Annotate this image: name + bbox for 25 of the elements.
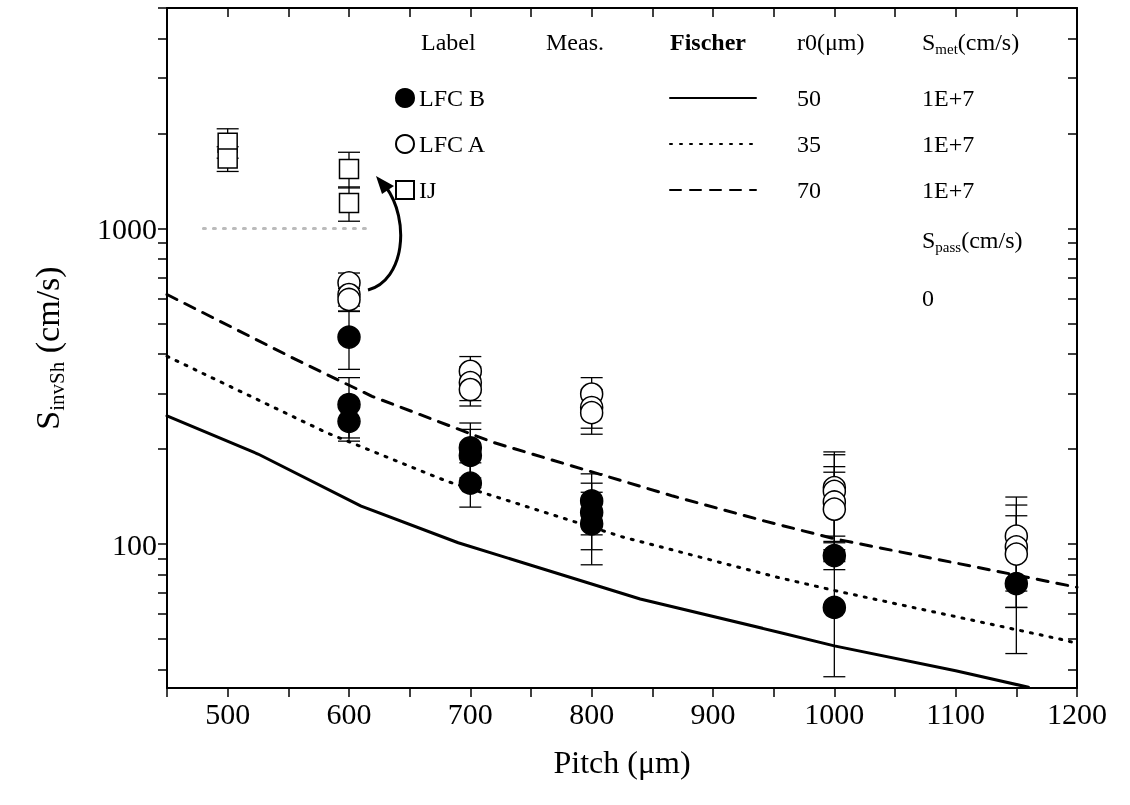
annotation: 0 xyxy=(922,285,934,311)
x-tick-label: 1100 xyxy=(926,696,986,730)
legend-label: LFC A xyxy=(419,131,486,157)
annotation: 1E+7 xyxy=(922,177,975,203)
legend-label: 70 xyxy=(797,177,821,203)
x-tick-label: 500 xyxy=(205,696,251,730)
x-tick-label: 700 xyxy=(447,696,493,730)
legend-label: 35 xyxy=(797,131,821,157)
legend-label: LFC B xyxy=(419,85,486,111)
x-tick-label: 1000 xyxy=(804,696,865,730)
annotation: r0(μm) xyxy=(797,29,865,55)
annotation: Label xyxy=(421,29,476,55)
x-tick-label: 600 xyxy=(326,696,372,730)
legend-label: IJ xyxy=(419,177,437,203)
legend-label: 50 xyxy=(797,85,821,111)
x-axis-title: Pitch (μm) xyxy=(553,744,691,780)
x-tick-label: 900 xyxy=(690,696,736,730)
annotation: 1E+7 xyxy=(922,85,975,111)
x-tick-label: 1200 xyxy=(1047,696,1107,730)
annotation: 1E+7 xyxy=(922,131,975,157)
y-tick-label: 100 xyxy=(112,527,157,561)
y-axis-title: SinvSh (cm/s) xyxy=(28,266,69,430)
annotation: Fischer xyxy=(670,29,747,55)
annotation: Meas. xyxy=(546,29,604,55)
x-tick-label: 800 xyxy=(569,696,615,730)
